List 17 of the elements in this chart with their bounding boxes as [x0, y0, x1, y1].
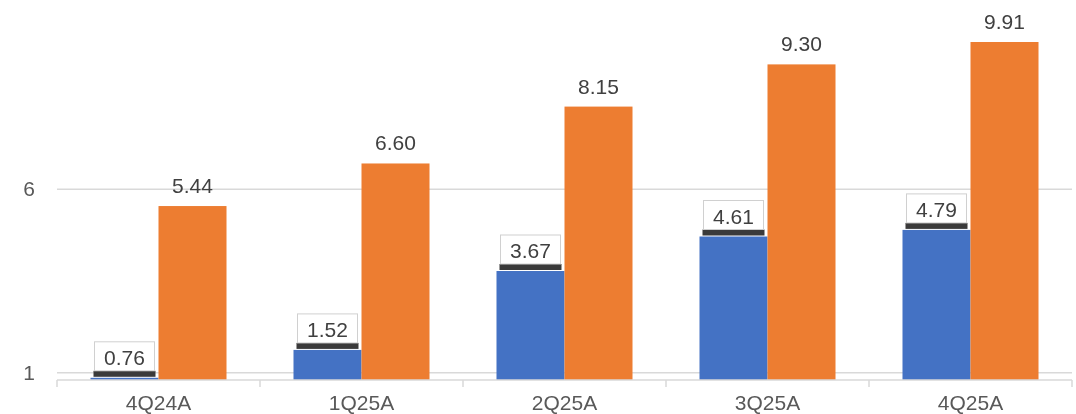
data-label: 1.52	[307, 317, 348, 341]
y-tick-label: 6	[23, 177, 35, 201]
x-tick-label: 2Q25A	[531, 391, 598, 414]
x-tick-label: 3Q25A	[734, 391, 801, 414]
y-tick-label: 1	[23, 360, 35, 384]
x-tick-label: 4Q25A	[937, 391, 1004, 414]
data-label: 6.60	[375, 131, 416, 155]
x-tick-label: 1Q25A	[328, 391, 395, 414]
data-label: 8.15	[578, 74, 619, 98]
data-label: 4.61	[713, 204, 754, 228]
data-label: 3.67	[510, 239, 551, 262]
data-label: 4.79	[916, 197, 957, 221]
data-label: 9.30	[781, 32, 822, 56]
x-tick-label: 4Q24A	[125, 391, 192, 414]
data-label: 5.44	[172, 174, 214, 198]
data-label: 9.91	[984, 10, 1025, 33]
data-label: 0.76	[104, 345, 145, 369]
